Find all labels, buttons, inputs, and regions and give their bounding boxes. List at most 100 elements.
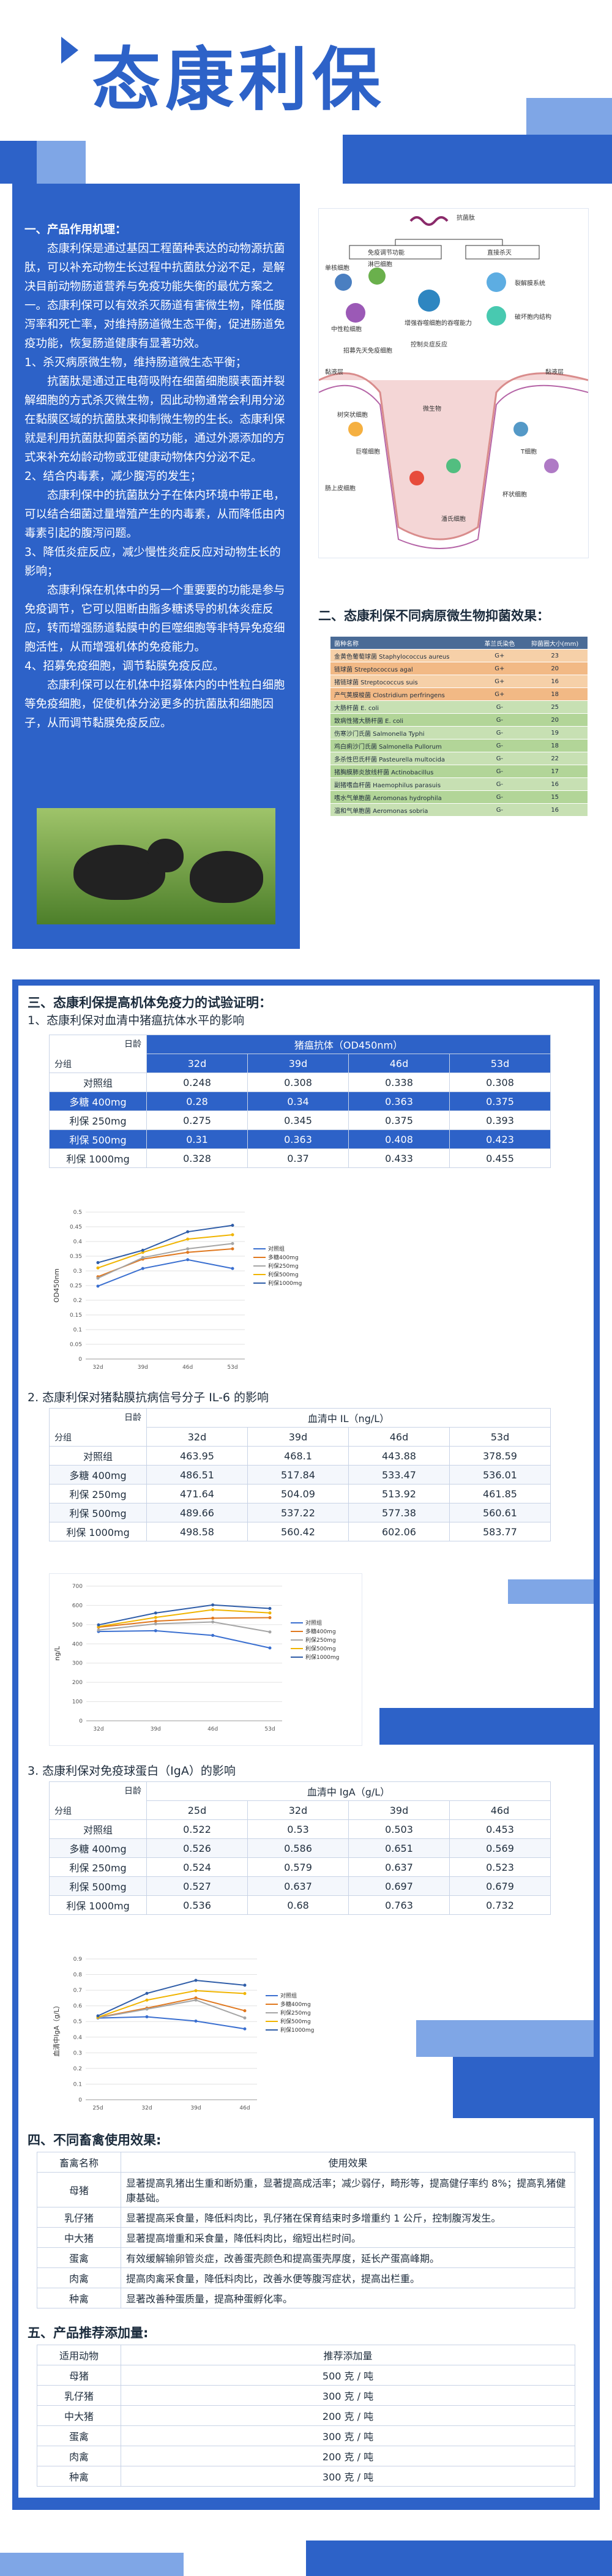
table-cell: 17 (522, 765, 588, 778)
table-cell: G+ (477, 649, 523, 662)
table-header-cell: 53d (449, 1054, 551, 1073)
table-cell: G+ (477, 687, 523, 701)
table-cell: 0.455 (449, 1148, 551, 1168)
table-cell: 猪胸膜肺炎放线杆菌 Actinobacillus (330, 765, 477, 778)
table-row: 利保 250mg 471.64 504.09 513.92 461.85 (49, 1484, 551, 1503)
y-tick-label: 0 (79, 1718, 83, 1724)
series-line (97, 1999, 245, 2019)
table-cell: 443.88 (348, 1446, 450, 1466)
table-cell: 蛋禽 (37, 2425, 121, 2446)
table-cell: 0.363 (247, 1129, 349, 1149)
y-tick-label: 0.1 (73, 1327, 82, 1333)
table-cell: 对照组 (49, 1819, 147, 1839)
data-point (231, 1247, 234, 1251)
trial-subheading-2: 2. 态康利保对猪黏膜抗病信号分子 IL-6 的影响 (28, 1391, 269, 1404)
table-cell: 0.28 (146, 1091, 248, 1111)
table-row: 种禽 显著改善种蛋质量，提高种蛋孵化率。 (37, 2288, 575, 2308)
data-point (268, 1616, 272, 1620)
table-header-cell: 46d (449, 1800, 551, 1820)
table-header-cell: 推荐添加量 (121, 2345, 575, 2365)
table-cell: 517.84 (247, 1465, 349, 1485)
table-row: 产气荚膜梭菌 Clostridium perfringens G+ 18 (330, 687, 588, 701)
table-cell: 鸡白痢沙门氏菌 Salmonella Pullorum (330, 739, 477, 752)
y-tick-label: 0.15 (70, 1312, 82, 1319)
y-tick-label: 0.2 (73, 2066, 82, 2072)
diagram-label: 控制炎症反应 (411, 340, 447, 348)
legend-label: 利保500mg (305, 1645, 336, 1652)
table-cell: G+ (477, 675, 523, 688)
table-cell: G+ (477, 662, 523, 675)
table-row: 种禽 300 克 / 吨 (37, 2466, 575, 2487)
data-point (186, 1247, 190, 1251)
table-header-row: 适用动物 推荐添加量 (37, 2345, 575, 2365)
legend-label: 对照组 (305, 1619, 322, 1627)
table-cell: 乳仔猪 (37, 2207, 121, 2228)
diagram-label: 黏液层 (325, 368, 343, 376)
diagram-label: 潘氏细胞 (441, 515, 466, 523)
table-cell: 200 克 / 吨 (121, 2446, 575, 2466)
diagram-label: 裂解膜系统 (515, 279, 545, 287)
table-corner-cell: 日龄 分组 (49, 1035, 147, 1073)
data-point (231, 1224, 234, 1227)
table-cell: 560.42 (247, 1522, 349, 1541)
table-row: 乳仔猪 300 克 / 吨 (37, 2385, 575, 2406)
table-cell: 中大猪 (37, 2227, 121, 2248)
table-cell: 肉禽 (37, 2267, 121, 2288)
table-cell: 0.37 (247, 1148, 349, 1168)
x-tick-label: 32d (92, 1365, 103, 1371)
mechanism-paragraph: 抗菌肽是通过正电荷吸附在细菌细胞膜表面并裂解细胞的方式杀灭微生物，因此动物通常会… (24, 375, 285, 464)
table-cell: 15 (522, 790, 588, 804)
mechanism-point: 3、降低炎症反应，减少慢性炎症反应对动物生长的影响； (24, 546, 281, 578)
table-cell: 0.375 (348, 1110, 450, 1130)
table-row: 伤寒沙门氏菌 Salmonella Typhi G- 19 (330, 726, 588, 739)
data-point (243, 1983, 247, 1987)
data-point (186, 1251, 190, 1254)
table-cell: 蛋禽 (37, 2247, 121, 2268)
table-cell: 0.53 (247, 1819, 349, 1839)
table-cell: 母猪 (37, 2365, 121, 2386)
table-cell: 0.651 (348, 1838, 450, 1858)
y-tick-label: 0.7 (73, 1988, 82, 1994)
table-cell: 种禽 (37, 2466, 121, 2487)
decor-band (37, 141, 86, 184)
y-tick-label: 0.45 (70, 1224, 82, 1230)
table-cell: 0.579 (247, 1857, 349, 1877)
decor-band (379, 1708, 594, 1745)
x-tick-label: 25d (92, 2105, 103, 2111)
y-tick-label: 300 (72, 1661, 83, 1667)
table-header-cell: 畜禽名称 (37, 2152, 121, 2173)
table-cell: 0.586 (247, 1838, 349, 1858)
series-line (98, 1630, 271, 1649)
legend-label: 利保1000mg (268, 1279, 302, 1287)
table-row: 猪链球菌 Streptococcus suis G+ 16 (330, 675, 588, 688)
table-cell: 25 (522, 700, 588, 714)
table-cell: 498.58 (146, 1522, 248, 1541)
table-header-cell: 32d (146, 1054, 248, 1073)
table-cell: 200 克 / 吨 (121, 2405, 575, 2426)
y-tick-label: 0.05 (70, 1342, 82, 1348)
table-cell: 利保 250mg (49, 1484, 147, 1503)
table-header-cell: 39d (247, 1427, 349, 1447)
table-row: 蛋禽 有效缓解输卵管炎症，改善蛋壳颜色和提高蛋壳厚度，延长产蛋高峰期。 (37, 2247, 575, 2268)
table-row: 利保 1000mg 0.536 0.68 0.763 0.732 (49, 1895, 551, 1915)
table-cell: 0.308 (247, 1073, 349, 1092)
table-cell: 513.92 (348, 1484, 450, 1503)
table-cell: 种禽 (37, 2288, 121, 2308)
diagram-label: 增强吞噬细胞的吞噬能力 (405, 319, 472, 327)
legend-label: 利保500mg (280, 2018, 311, 2025)
table-cell: 0.679 (449, 1876, 551, 1896)
decor-band (0, 2553, 184, 2576)
y-tick-label: 0.3 (73, 1268, 82, 1275)
table-row: 副猪嗜血杆菌 Haemophilus parasuis G- 16 (330, 777, 588, 791)
table-cell: 0.763 (348, 1895, 450, 1915)
diagram-label: 抗菌肽 (457, 214, 475, 222)
day-label: 日龄 (124, 1786, 141, 1796)
il6-table: 日龄 分组 血清中 IL（ng/L） 32d 39d 46d 53d 对照组 463.95 468… (49, 1408, 551, 1541)
table-row: 中大猪 200 克 / 吨 (37, 2405, 575, 2426)
y-tick-label: 200 (72, 1680, 83, 1686)
iga-table: 日龄 分组 血清中 IgA（g/L） 25d 32d 39d 46d 对照组 0.522 0.53… (49, 1781, 551, 1915)
title-arrow-icon (61, 37, 78, 64)
table-cell: 20 (522, 662, 588, 675)
table-cell: 23 (522, 649, 588, 662)
table-cell: G- (477, 790, 523, 804)
